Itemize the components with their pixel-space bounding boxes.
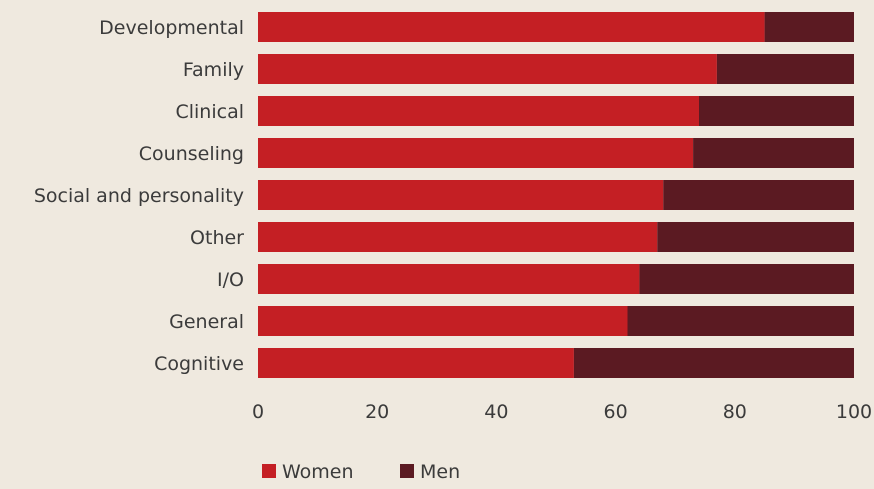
bar-men-6 (639, 264, 854, 294)
bar-men-2 (699, 96, 854, 126)
legend-label-women: Women (282, 461, 354, 483)
bar-men-4 (663, 180, 854, 210)
bar-women-2 (258, 96, 699, 126)
bar-women-7 (258, 306, 628, 336)
category-label: Other (190, 227, 244, 249)
legend-swatch-women (262, 464, 276, 478)
x-tick-label: 100 (836, 401, 872, 423)
bar-men-3 (693, 138, 854, 168)
category-label: Developmental (99, 17, 244, 39)
x-tick-label: 40 (484, 401, 508, 423)
x-axis-tick-labels: 0 20 40 60 80 100 (252, 401, 872, 423)
bar-women-3 (258, 138, 694, 168)
category-label: Family (183, 59, 244, 81)
bar-women-4 (258, 180, 664, 210)
bar-men-1 (716, 54, 854, 84)
category-label: General (169, 311, 244, 333)
category-label: Counseling (139, 143, 244, 165)
bar-men-5 (657, 222, 854, 252)
bar-women-6 (258, 264, 640, 294)
bar-men-0 (764, 12, 854, 42)
bar-women-5 (258, 222, 658, 252)
bar-women-1 (258, 54, 717, 84)
legend: Women Men (262, 461, 460, 483)
category-label: Cognitive (154, 353, 244, 375)
category-label: I/O (217, 269, 244, 291)
category-label: Clinical (175, 101, 244, 123)
bar-men-7 (627, 306, 854, 336)
bars-group (258, 12, 854, 378)
bar-women-0 (258, 12, 765, 42)
x-tick-label: 20 (365, 401, 389, 423)
x-tick-label: 0 (252, 401, 264, 423)
x-tick-label: 60 (604, 401, 628, 423)
category-label: Social and personality (34, 185, 244, 207)
category-labels: Developmental Family Clinical Counseling Soc… (34, 17, 244, 375)
legend-swatch-men (400, 464, 414, 478)
bar-women-8 (258, 348, 574, 378)
x-tick-label: 80 (723, 401, 747, 423)
bar-men-8 (573, 348, 854, 378)
legend-label-men: Men (420, 461, 460, 483)
